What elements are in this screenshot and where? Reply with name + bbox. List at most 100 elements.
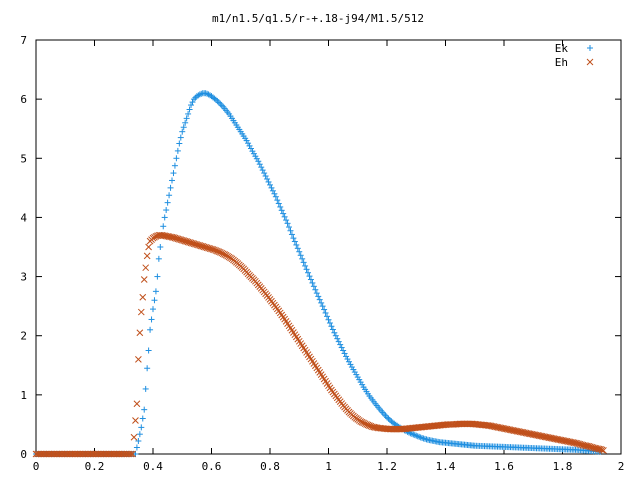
x-tick-label: 0.2 xyxy=(85,460,105,473)
chart-title: m1/n1.5/q1.5/r-+.18-j94/M1.5/512 xyxy=(212,12,424,25)
data-point-ek xyxy=(287,227,294,234)
x-tick-label: 0.4 xyxy=(143,460,163,473)
data-point-ek xyxy=(268,184,275,191)
legend-label-eh: Eh xyxy=(555,56,568,69)
data-point-eh xyxy=(136,329,144,337)
data-point-ek xyxy=(167,184,174,191)
data-point-ek xyxy=(217,100,224,107)
data-point-ek xyxy=(272,193,279,200)
data-point-eh xyxy=(50,450,58,458)
data-point-ek xyxy=(281,213,288,220)
data-point-ek xyxy=(417,434,424,441)
data-point-eh xyxy=(97,450,105,458)
data-point-ek xyxy=(186,106,193,113)
data-point-ek xyxy=(189,99,196,106)
data-point-eh xyxy=(115,450,123,458)
data-point-eh xyxy=(112,450,119,458)
data-point-ek xyxy=(322,309,329,316)
data-point-ek xyxy=(416,433,423,440)
data-point-eh xyxy=(52,450,59,458)
data-point-ek xyxy=(145,347,152,354)
data-point-ek xyxy=(271,190,278,197)
data-point-ek xyxy=(267,181,273,188)
data-point-ek xyxy=(344,356,351,363)
data-point-eh xyxy=(139,293,147,301)
data-point-eh xyxy=(74,450,82,458)
data-point-ek xyxy=(300,259,307,266)
data-point-ek xyxy=(261,170,268,177)
data-point-ek xyxy=(196,91,203,98)
data-point-eh xyxy=(58,450,66,458)
data-point-eh xyxy=(39,450,46,458)
data-point-eh xyxy=(40,450,48,458)
data-point-ek xyxy=(321,306,328,313)
data-point-eh xyxy=(109,450,116,458)
data-point-ek xyxy=(332,332,339,339)
data-point-ek xyxy=(354,374,361,381)
data-point-ek xyxy=(299,255,306,262)
data-point-ek xyxy=(309,279,316,286)
x-tick-label: 0.8 xyxy=(260,460,280,473)
data-point-eh xyxy=(132,417,139,424)
data-point-ek xyxy=(152,288,159,295)
data-point-ek xyxy=(284,220,291,227)
data-point-ek xyxy=(384,414,390,421)
data-point-ek xyxy=(293,241,300,248)
data-point-ek xyxy=(347,361,354,368)
data-point-ek xyxy=(297,252,304,259)
data-point-ek xyxy=(324,313,331,320)
data-point-ek xyxy=(359,381,366,388)
data-point-ek xyxy=(414,433,421,440)
data-point-eh xyxy=(34,450,41,458)
data-point-ek xyxy=(265,178,272,185)
data-point-ek xyxy=(278,207,285,214)
data-point-ek xyxy=(294,245,301,252)
data-point-eh xyxy=(83,450,90,458)
data-point-ek xyxy=(262,173,269,180)
data-point-eh xyxy=(133,400,141,408)
data-point-ek xyxy=(154,273,161,280)
data-point-ek xyxy=(286,224,293,231)
data-point-eh xyxy=(66,450,74,458)
data-point-ek xyxy=(163,207,170,214)
y-tick-labels: 0 1 2 3 4 5 6 7 xyxy=(20,34,27,461)
data-point-ek xyxy=(275,200,282,207)
data-point-ek xyxy=(274,197,281,204)
data-point-ek xyxy=(249,148,256,155)
data-point-ek xyxy=(179,128,186,135)
data-point-eh xyxy=(96,450,103,458)
data-point-ek xyxy=(161,214,168,221)
data-point-ek xyxy=(256,161,263,168)
data-point-ek xyxy=(269,187,276,194)
data-point-ek xyxy=(164,199,171,206)
data-point-eh xyxy=(135,356,142,363)
y-tick-label: 1 xyxy=(20,389,27,402)
data-point-eh xyxy=(137,308,145,316)
data-point-eh xyxy=(57,450,64,458)
legend: Ek Eh xyxy=(555,42,594,69)
data-point-eh xyxy=(92,450,100,458)
data-point-ek xyxy=(385,415,392,422)
data-point-ek xyxy=(174,147,181,154)
data-point-ek xyxy=(325,316,332,323)
data-point-ek xyxy=(328,323,335,330)
data-point-eh xyxy=(37,450,45,458)
data-point-ek xyxy=(144,365,151,372)
data-point-ek xyxy=(247,145,254,152)
legend-marker-ek xyxy=(587,45,593,51)
data-point-ek xyxy=(141,406,148,413)
data-point-eh xyxy=(71,450,79,458)
data-point-eh xyxy=(76,450,84,458)
data-point-eh xyxy=(600,447,607,454)
data-point-eh xyxy=(60,450,67,458)
data-point-ek xyxy=(353,371,360,378)
data-point-ek xyxy=(259,167,266,174)
data-point-ek xyxy=(351,369,358,376)
data-point-ek xyxy=(319,303,326,310)
data-point-ek xyxy=(171,162,178,169)
data-point-eh xyxy=(78,450,85,458)
legend-marker-eh xyxy=(586,58,594,66)
data-point-ek xyxy=(350,366,357,373)
data-point-ek xyxy=(180,124,187,131)
data-point-eh xyxy=(63,450,71,458)
